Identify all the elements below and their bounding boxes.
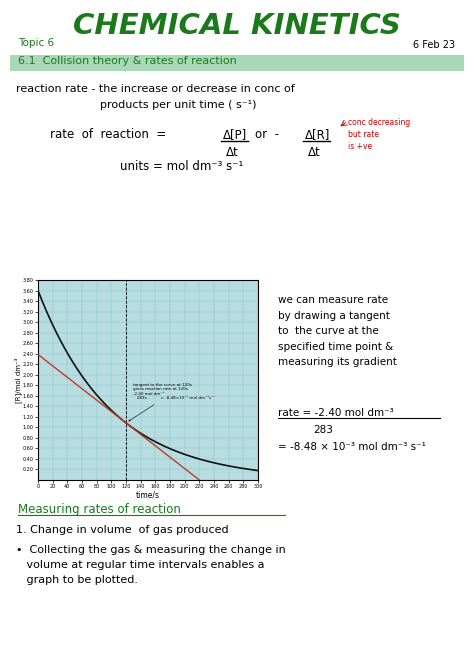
Text: CHEMICAL KINETICS: CHEMICAL KINETICS bbox=[73, 12, 401, 40]
Text: tangent to the curve at 120s
gives reaction rate at 120s
-2.40 mol dm⁻³
   283s : tangent to the curve at 120s gives react… bbox=[129, 382, 215, 421]
Y-axis label: [R]/mol dm⁻³: [R]/mol dm⁻³ bbox=[14, 358, 22, 403]
Text: 1. Change in volume  of gas produced: 1. Change in volume of gas produced bbox=[16, 525, 228, 535]
Text: reaction rate - the increase or decrease in conc of: reaction rate - the increase or decrease… bbox=[16, 84, 295, 94]
Text: or  -: or - bbox=[255, 128, 279, 141]
X-axis label: time/s: time/s bbox=[136, 491, 160, 499]
Text: products per unit time ( s⁻¹): products per unit time ( s⁻¹) bbox=[100, 100, 256, 110]
Text: Topic 6: Topic 6 bbox=[18, 38, 54, 48]
Text: Δ[P]: Δ[P] bbox=[223, 128, 247, 141]
Text: 6.1  Collision theory & rates of reaction: 6.1 Collision theory & rates of reaction bbox=[18, 56, 237, 66]
Text: we can measure rate
by drawing a tangent
to  the curve at the
specified time poi: we can measure rate by drawing a tangent… bbox=[278, 295, 397, 368]
Text: Δt: Δt bbox=[226, 146, 239, 159]
Text: units = mol dm⁻³ s⁻¹: units = mol dm⁻³ s⁻¹ bbox=[120, 160, 243, 173]
Text: Δt: Δt bbox=[308, 146, 321, 159]
Text: •  Collecting the gas & measuring the change in
   volume at regular time interv: • Collecting the gas & measuring the cha… bbox=[16, 545, 286, 585]
Text: 6 Feb 23: 6 Feb 23 bbox=[413, 40, 455, 50]
Text: 283: 283 bbox=[313, 425, 333, 435]
Text: rate = -2.40 mol dm⁻³: rate = -2.40 mol dm⁻³ bbox=[278, 408, 394, 418]
Bar bbox=[10, 55, 464, 71]
Text: Measuring rates of reaction: Measuring rates of reaction bbox=[18, 503, 181, 516]
Text: conc decreasing
but rate
is +ve: conc decreasing but rate is +ve bbox=[348, 118, 410, 151]
Text: = -8.48 × 10⁻³ mol dm⁻³ s⁻¹: = -8.48 × 10⁻³ mol dm⁻³ s⁻¹ bbox=[278, 442, 426, 452]
Text: Δ[R]: Δ[R] bbox=[305, 128, 330, 141]
Text: rate  of  reaction  =: rate of reaction = bbox=[50, 128, 166, 141]
